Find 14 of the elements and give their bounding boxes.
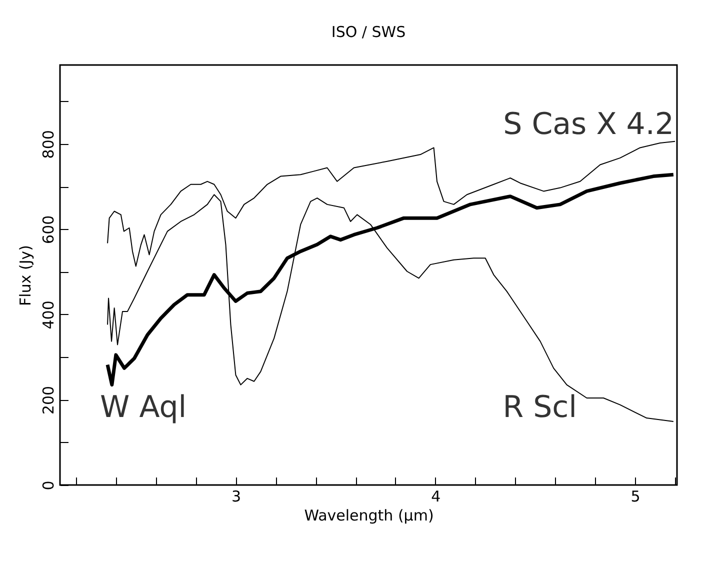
series-label: W Aql [100, 390, 187, 425]
x-tick-label: 3 [231, 488, 241, 506]
x-tick-label: 4 [431, 488, 441, 506]
series-label: R Scl [502, 390, 577, 425]
chart-title: ISO / SWS [331, 23, 406, 41]
x-tick-label: 5 [630, 488, 640, 506]
y-tick-label: 0 [40, 480, 58, 490]
y-tick-label: 800 [40, 130, 58, 159]
x-axis-title: Wavelength (μm) [304, 506, 434, 524]
y-tick-label: 600 [40, 215, 58, 244]
y-axis-title: Flux (Jy) [16, 245, 34, 306]
y-tick-label: 200 [40, 386, 58, 415]
series-label: S Cas X 4.2 [503, 107, 674, 142]
y-tick-label: 400 [40, 300, 58, 330]
